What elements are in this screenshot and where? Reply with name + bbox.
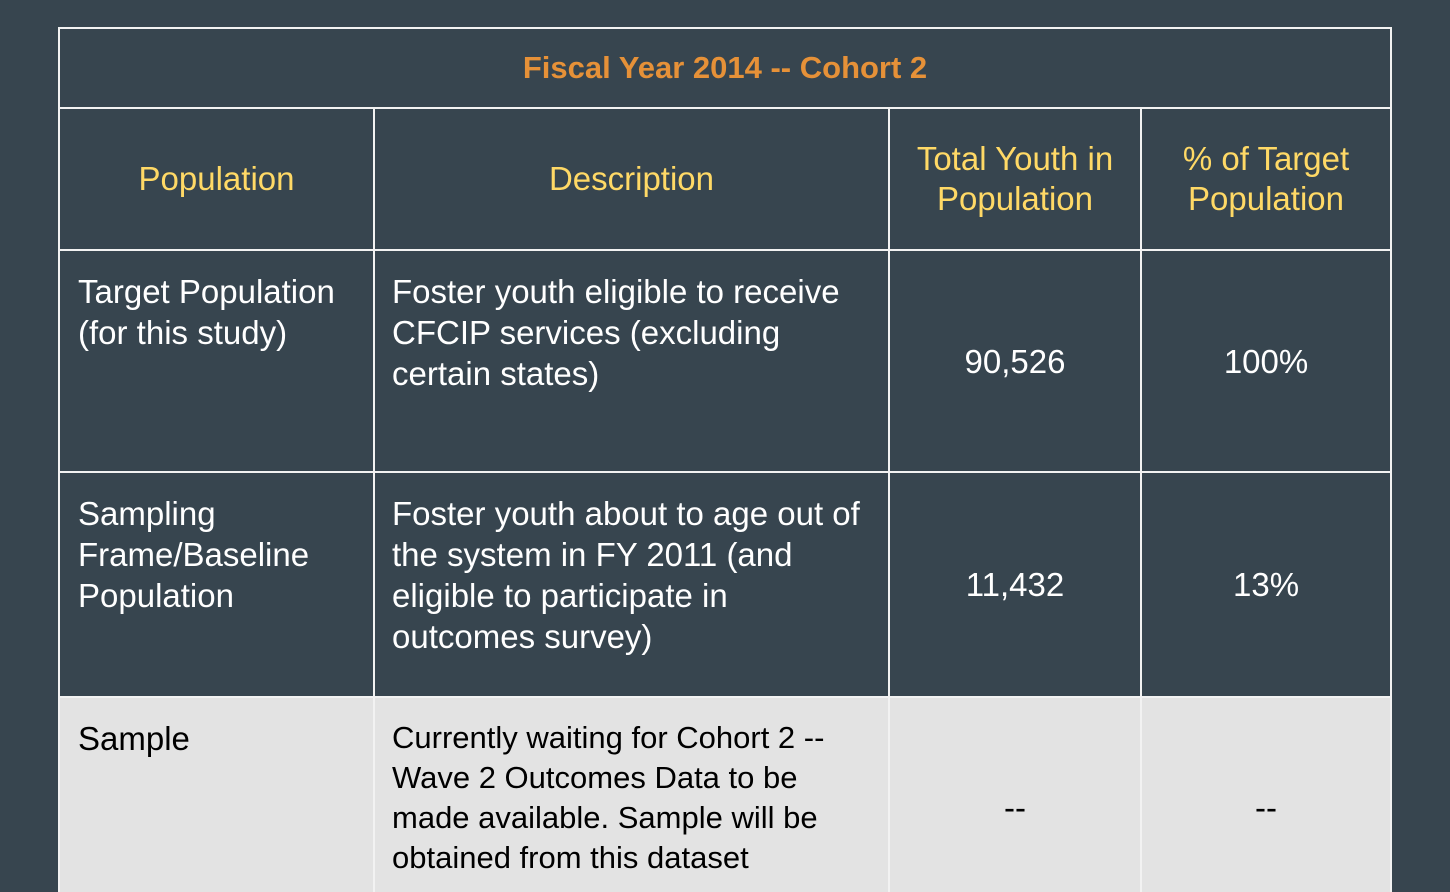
cohort-table: Fiscal Year 2014 -- Cohort 2 Population … <box>57 27 1393 892</box>
header-total-youth: Total Youth in Population <box>888 107 1142 251</box>
cell-description: Foster youth about to age out of the sys… <box>373 471 890 698</box>
cell-population: Sample <box>58 696 375 892</box>
cell-pct-target: 13% <box>1139 471 1393 698</box>
table-row: Target Population (for this study) Foste… <box>58 249 1393 473</box>
title-row: Fiscal Year 2014 -- Cohort 2 <box>57 27 1393 109</box>
cell-description: Currently waiting for Cohort 2 -- Wave 2… <box>373 696 890 892</box>
cell-population: Sampling Frame/Baseline Population <box>58 471 375 698</box>
header-population: Population <box>58 107 375 251</box>
table-row: Sampling Frame/Baseline Population Foste… <box>58 471 1393 698</box>
header-pct-target: % of Target Population <box>1139 107 1393 251</box>
cell-pct-target: 100% <box>1139 249 1393 473</box>
cell-total-youth: 11,432 <box>888 471 1142 698</box>
header-row: Population Description Total Youth in Po… <box>58 107 1393 251</box>
cell-total-youth: -- <box>888 696 1142 892</box>
cell-population: Target Population (for this study) <box>58 249 375 473</box>
cell-description: Foster youth eligible to receive CFCIP s… <box>373 249 890 473</box>
cell-pct-target: -- <box>1139 696 1393 892</box>
table-row: Sample Currently waiting for Cohort 2 --… <box>58 696 1393 892</box>
header-description: Description <box>373 107 890 251</box>
cell-total-youth: 90,526 <box>888 249 1142 473</box>
table-title: Fiscal Year 2014 -- Cohort 2 <box>57 27 1393 109</box>
